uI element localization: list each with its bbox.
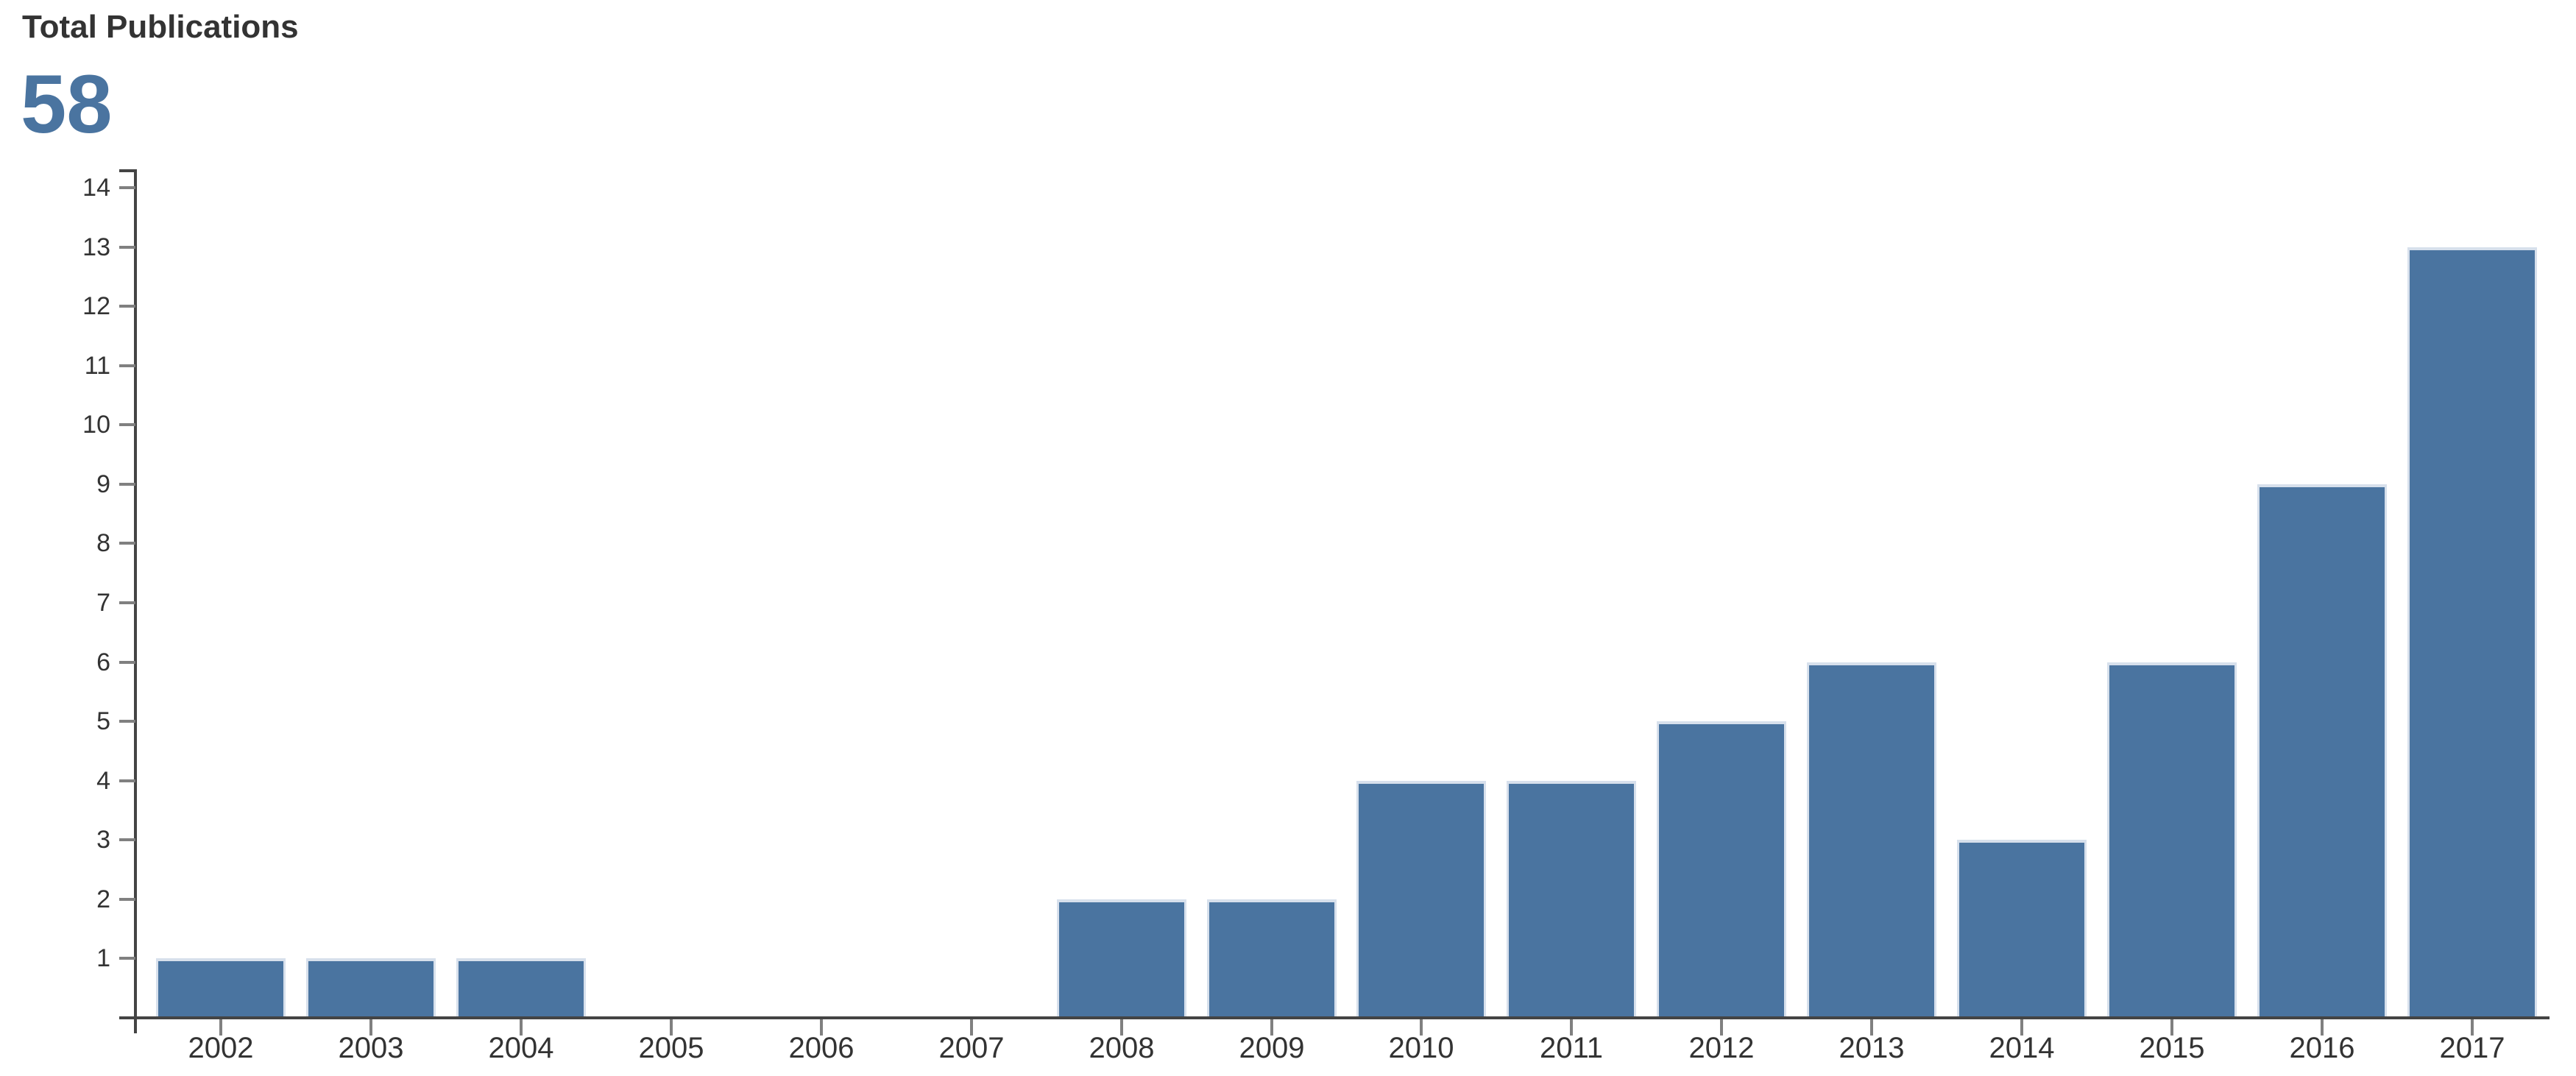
x-tick-label-2002: 2002 bbox=[188, 1032, 254, 1064]
x-tick-label-2013: 2013 bbox=[1839, 1032, 1905, 1064]
y-tick-label-6: 6 bbox=[96, 648, 110, 676]
bar-2002[interactable] bbox=[156, 958, 286, 1018]
bar-2014[interactable] bbox=[1957, 840, 2087, 1018]
x-tick-label-2015: 2015 bbox=[2139, 1032, 2205, 1064]
bar-2008[interactable] bbox=[1057, 899, 1186, 1018]
y-tick-5 bbox=[119, 720, 135, 723]
bar-2013[interactable] bbox=[1807, 662, 1936, 1018]
y-tick-11 bbox=[119, 364, 135, 367]
x-tick-2007 bbox=[970, 1019, 973, 1036]
bar-2015[interactable] bbox=[2107, 662, 2237, 1018]
y-tick-label-1: 1 bbox=[96, 944, 110, 972]
x-tick-2003 bbox=[369, 1019, 372, 1036]
x-tick-2012 bbox=[1720, 1019, 1723, 1036]
x-tick-2008 bbox=[1120, 1019, 1123, 1036]
y-tick-8 bbox=[119, 542, 135, 545]
x-tick-label-2017: 2017 bbox=[2439, 1032, 2505, 1064]
y-tick-label-9: 9 bbox=[96, 470, 110, 498]
y-tick-6 bbox=[119, 661, 135, 664]
y-tick-7 bbox=[119, 601, 135, 604]
x-tick-label-2007: 2007 bbox=[938, 1032, 1005, 1064]
bar-2016[interactable] bbox=[2257, 484, 2387, 1018]
x-tick-label-2011: 2011 bbox=[1539, 1032, 1603, 1064]
y-tick-label-11: 11 bbox=[84, 352, 110, 380]
y-tick-14 bbox=[119, 186, 135, 189]
page-title: Total Publications bbox=[22, 9, 299, 45]
y-tick-label-2: 2 bbox=[96, 885, 110, 913]
x-tick-label-2003: 2003 bbox=[338, 1032, 404, 1064]
x-axis-line bbox=[119, 1016, 2550, 1019]
x-tick-label-2016: 2016 bbox=[2289, 1032, 2355, 1064]
x-tick-2014 bbox=[2020, 1019, 2023, 1036]
y-tick-10 bbox=[119, 423, 135, 426]
x-tick-2004 bbox=[520, 1019, 523, 1036]
x-tick-2016 bbox=[2321, 1019, 2324, 1036]
x-tick-2002 bbox=[219, 1019, 222, 1036]
bar-2012[interactable] bbox=[1657, 721, 1786, 1018]
x-tick-label-2014: 2014 bbox=[1989, 1032, 2055, 1064]
y-tick-label-14: 14 bbox=[82, 174, 110, 202]
y-tick-13 bbox=[119, 246, 135, 249]
y-tick-9 bbox=[119, 483, 135, 486]
y-tick-2 bbox=[119, 898, 135, 901]
y-tick-label-13: 13 bbox=[82, 233, 110, 261]
x-tick-label-2004: 2004 bbox=[488, 1032, 554, 1064]
y-tick-label-12: 12 bbox=[82, 292, 110, 320]
y-tick-label-10: 10 bbox=[82, 411, 110, 439]
bar-2004[interactable] bbox=[456, 958, 586, 1018]
y-tick-12 bbox=[119, 305, 135, 308]
x-tick-2010 bbox=[1420, 1019, 1423, 1036]
x-tick-2017 bbox=[2471, 1019, 2474, 1036]
y-axis-line bbox=[134, 169, 137, 1033]
y-tick-label-4: 4 bbox=[96, 767, 110, 795]
x-tick-2006 bbox=[820, 1019, 823, 1036]
y-tick-label-3: 3 bbox=[96, 826, 110, 854]
y-tick-1 bbox=[119, 957, 135, 960]
x-tick-2011 bbox=[1570, 1019, 1573, 1036]
total-publications-value: 58 bbox=[21, 58, 113, 150]
bar-2010[interactable] bbox=[1356, 781, 1486, 1018]
x-tick-label-2012: 2012 bbox=[1688, 1032, 1755, 1064]
x-tick-label-2010: 2010 bbox=[1388, 1032, 1454, 1064]
x-tick-2009 bbox=[1270, 1019, 1273, 1036]
bar-2011[interactable] bbox=[1507, 781, 1636, 1018]
bar-2009[interactable] bbox=[1207, 899, 1337, 1018]
x-tick-2015 bbox=[2170, 1019, 2173, 1036]
x-tick-2005 bbox=[670, 1019, 673, 1036]
y-axis-cap bbox=[119, 169, 137, 172]
y-tick-4 bbox=[119, 779, 135, 782]
x-tick-label-2005: 2005 bbox=[638, 1032, 704, 1064]
x-tick-label-2008: 2008 bbox=[1089, 1032, 1155, 1064]
y-tick-label-8: 8 bbox=[96, 529, 110, 557]
bar-2003[interactable] bbox=[306, 958, 436, 1018]
x-tick-label-2009: 2009 bbox=[1239, 1032, 1305, 1064]
y-tick-label-7: 7 bbox=[96, 589, 110, 617]
bar-2017[interactable] bbox=[2407, 247, 2537, 1018]
y-tick-3 bbox=[119, 838, 135, 841]
x-tick-2013 bbox=[1870, 1019, 1873, 1036]
x-tick-label-2006: 2006 bbox=[788, 1032, 854, 1064]
y-tick-label-5: 5 bbox=[96, 707, 110, 735]
